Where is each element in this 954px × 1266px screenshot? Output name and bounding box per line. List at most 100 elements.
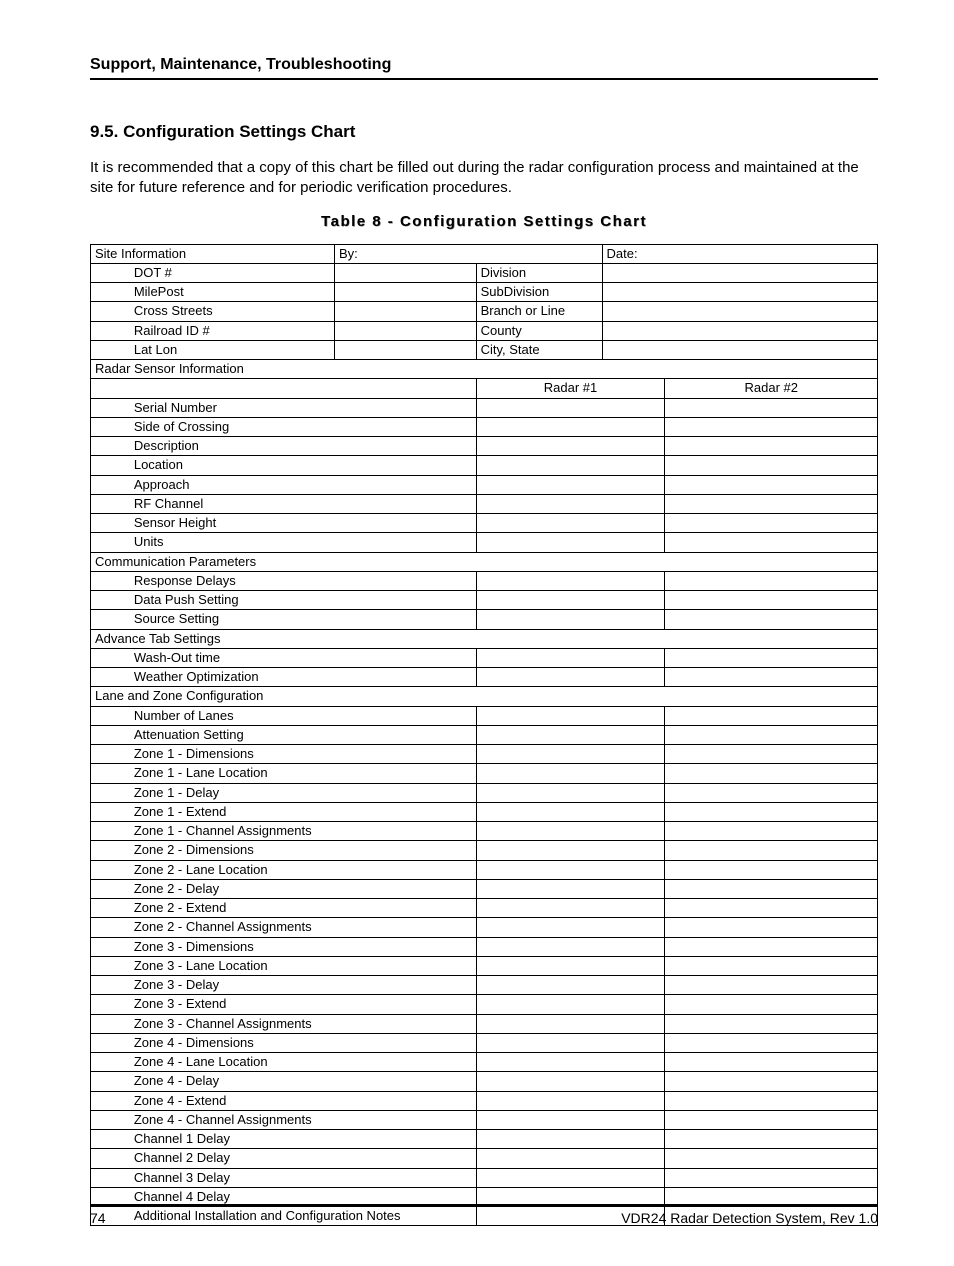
lane-section-value-2 <box>665 918 878 937</box>
indent-cell <box>91 976 130 995</box>
lane-section-row-label: Zone 4 - Dimensions <box>130 1033 476 1052</box>
lane-section-value-2 <box>665 956 878 975</box>
site-right-value <box>602 283 878 302</box>
indent-cell <box>91 514 130 533</box>
lane-section-row-label: Zone 1 - Dimensions <box>130 745 476 764</box>
indent-cell <box>91 783 130 802</box>
radar-value-1 <box>476 398 665 417</box>
lane-section-value-2 <box>665 899 878 918</box>
site-left-value <box>334 302 476 321</box>
lane-section-row-label: Zone 2 - Channel Assignments <box>130 918 476 937</box>
indent-cell <box>91 1130 130 1149</box>
page-header: Support, Maintenance, Troubleshooting <box>90 56 878 80</box>
comm-section-value-1 <box>476 610 665 629</box>
indent-cell <box>91 302 130 321</box>
radar-value-1 <box>476 475 665 494</box>
comm-section-value-2 <box>665 571 878 590</box>
radar-row-label: Side of Crossing <box>130 417 476 436</box>
site-info-header: Site Information <box>91 244 335 263</box>
comm-section-row-label: Source Setting <box>130 610 476 629</box>
indent-cell <box>91 745 130 764</box>
lane-section-value-1 <box>476 822 665 841</box>
date-label: Date: <box>602 244 878 263</box>
radar-value-2 <box>665 417 878 436</box>
indent-cell <box>91 1072 130 1091</box>
lane-section-value-1 <box>476 783 665 802</box>
page-footer: 74 VDR24 Radar Detection System, Rev 1.0 <box>90 1204 878 1226</box>
advance-section-value-2 <box>665 648 878 667</box>
lane-section-value-1 <box>476 725 665 744</box>
site-left-value <box>334 283 476 302</box>
site-left-label: Lat Lon <box>130 340 335 359</box>
site-right-value <box>602 302 878 321</box>
radar-blank-label <box>91 379 477 398</box>
indent-cell <box>91 1033 130 1052</box>
site-left-value <box>334 263 476 282</box>
indent-cell <box>91 764 130 783</box>
site-left-value <box>334 340 476 359</box>
lane-section-row-label: Channel 1 Delay <box>130 1130 476 1149</box>
lane-section-value-2 <box>665 1072 878 1091</box>
lane-section-row-label: Zone 3 - Extend <box>130 995 476 1014</box>
lane-section-row-label: Zone 4 - Channel Assignments <box>130 1110 476 1129</box>
lane-section-row-label: Zone 1 - Extend <box>130 802 476 821</box>
indent-cell <box>91 610 130 629</box>
radar-section-header: Radar Sensor Information <box>91 360 878 379</box>
document-page: Support, Maintenance, Troubleshooting 9.… <box>0 0 954 1266</box>
indent-cell <box>91 591 130 610</box>
indent-cell <box>91 417 130 436</box>
lane-section-value-2 <box>665 1053 878 1072</box>
site-right-label: Division <box>476 263 602 282</box>
radar-value-1 <box>476 494 665 513</box>
comm-section-value-1 <box>476 571 665 590</box>
radar-row-label: Serial Number <box>130 398 476 417</box>
lane-section-row-label: Attenuation Setting <box>130 725 476 744</box>
indent-cell <box>91 899 130 918</box>
lane-section-value-1 <box>476 1168 665 1187</box>
indent-cell <box>91 1110 130 1129</box>
lane-section-value-2 <box>665 1091 878 1110</box>
indent-cell <box>91 706 130 725</box>
lane-section-row-label: Zone 2 - Lane Location <box>130 860 476 879</box>
indent-cell <box>91 1168 130 1187</box>
site-right-label: County <box>476 321 602 340</box>
site-left-label: Cross Streets <box>130 302 335 321</box>
lane-section-value-2 <box>665 879 878 898</box>
site-right-value <box>602 321 878 340</box>
lane-section-row-label: Zone 2 - Extend <box>130 899 476 918</box>
lane-section-header: Lane and Zone Configuration <box>91 687 878 706</box>
site-left-label: DOT # <box>130 263 335 282</box>
radar-value-2 <box>665 514 878 533</box>
radar-row-label: Location <box>130 456 476 475</box>
lane-section-value-1 <box>476 995 665 1014</box>
indent-cell <box>91 860 130 879</box>
comm-section-header: Communication Parameters <box>91 552 878 571</box>
radar-value-2 <box>665 533 878 552</box>
radar-value-2 <box>665 437 878 456</box>
indent-cell <box>91 340 130 359</box>
lane-section-value-1 <box>476 879 665 898</box>
comm-section-row-label: Data Push Setting <box>130 591 476 610</box>
lane-section-value-2 <box>665 1149 878 1168</box>
site-left-label: Railroad ID # <box>130 321 335 340</box>
lane-section-value-2 <box>665 937 878 956</box>
radar-row-label: Description <box>130 437 476 456</box>
indent-cell <box>91 321 130 340</box>
table-caption: Table 8 - Configuration Settings Chart <box>90 213 878 230</box>
lane-section-value-1 <box>476 860 665 879</box>
lane-section-value-1 <box>476 745 665 764</box>
lane-section-row-label: Zone 3 - Dimensions <box>130 937 476 956</box>
lane-section-value-1 <box>476 1091 665 1110</box>
intro-paragraph: It is recommended that a copy of this ch… <box>90 158 878 199</box>
radar-row-label: Approach <box>130 475 476 494</box>
section-title: 9.5. Configuration Settings Chart <box>90 122 878 142</box>
indent-cell <box>91 918 130 937</box>
lane-section-value-2 <box>665 822 878 841</box>
site-right-label: SubDivision <box>476 283 602 302</box>
lane-section-value-1 <box>476 1053 665 1072</box>
comm-section-value-1 <box>476 591 665 610</box>
lane-section-row-label: Zone 1 - Delay <box>130 783 476 802</box>
lane-section-value-1 <box>476 1110 665 1129</box>
site-right-value <box>602 340 878 359</box>
lane-section-row-label: Zone 1 - Lane Location <box>130 764 476 783</box>
